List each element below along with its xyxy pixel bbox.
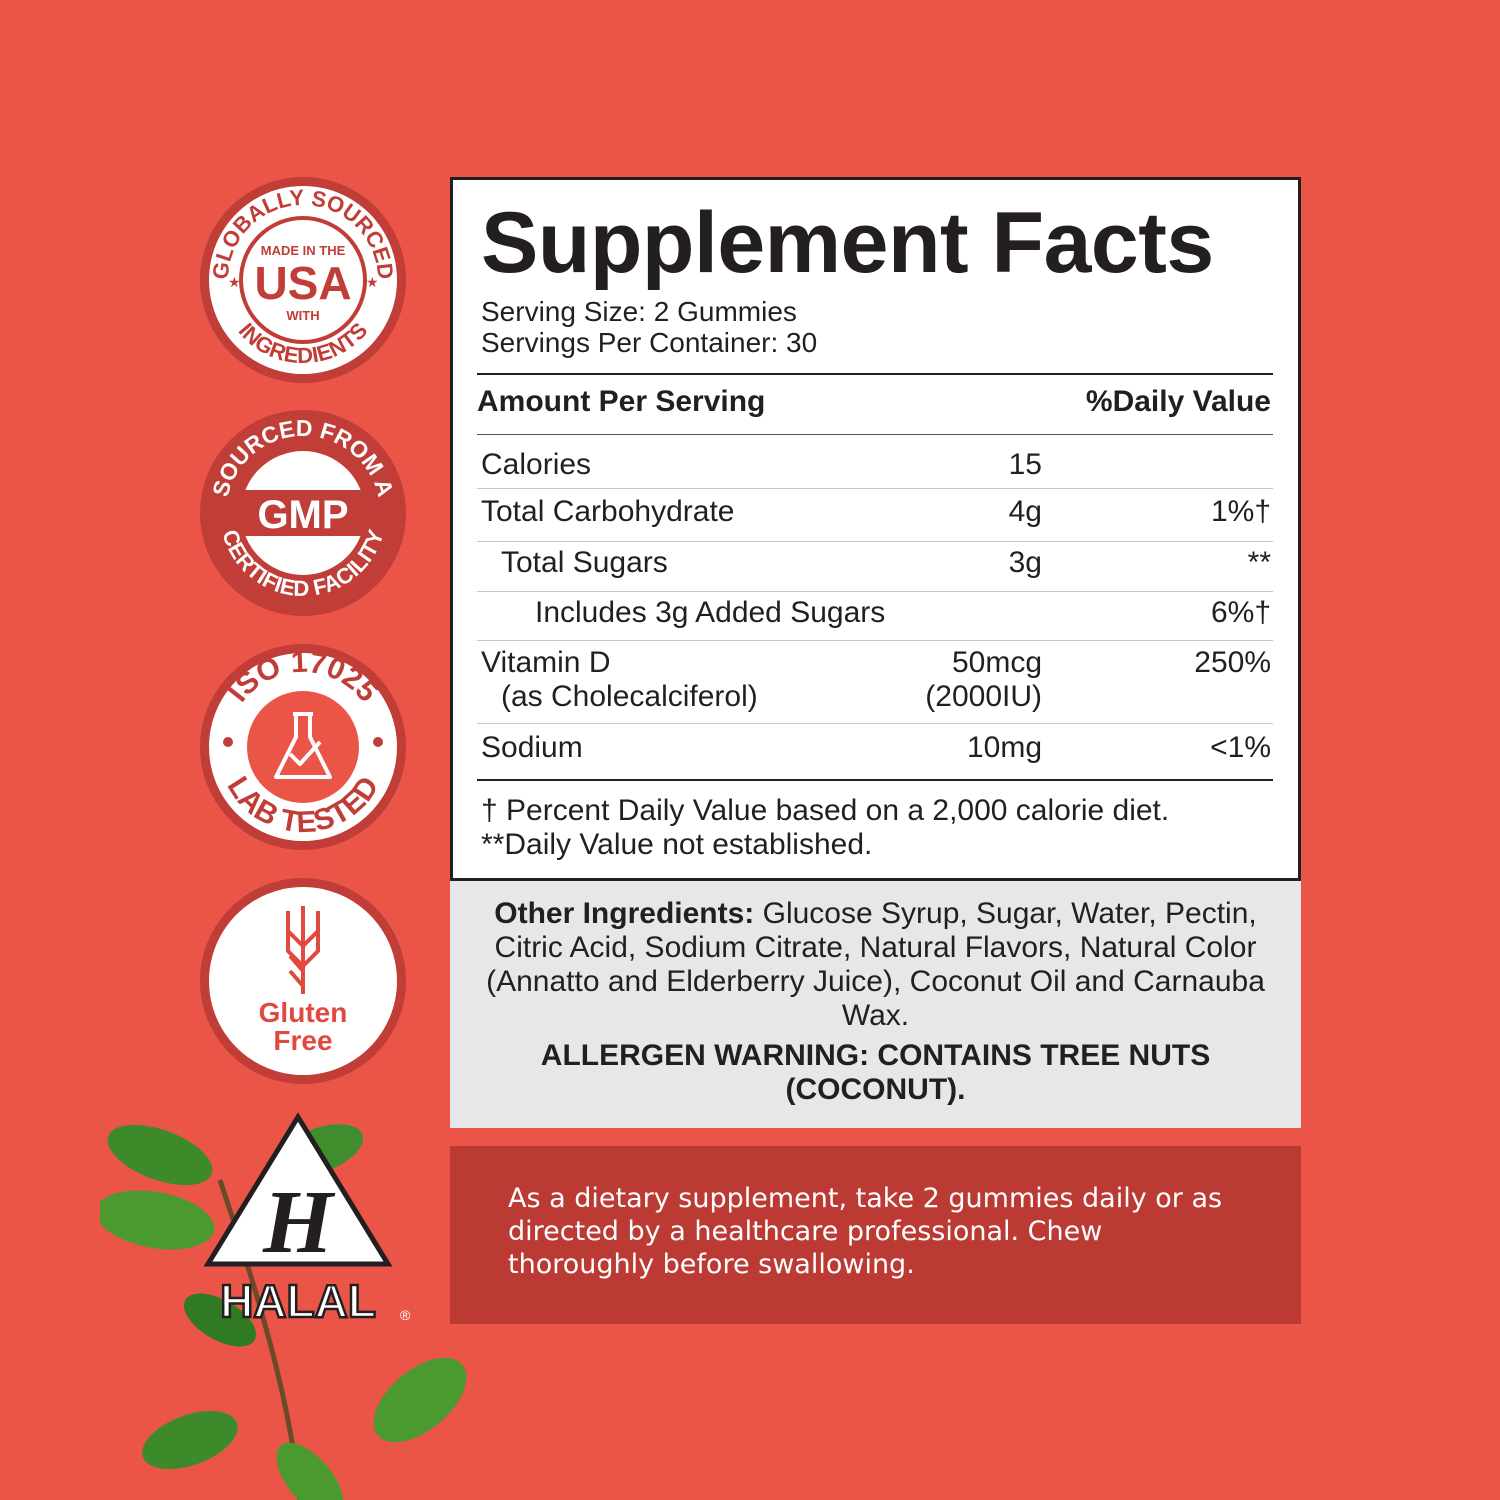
ingredients-label: Other Ingredients: (494, 897, 755, 930)
nutrient-amount: 50mcg (951, 646, 1042, 679)
footnote-dv: † Percent Daily Value based on a 2,000 c… (481, 794, 1170, 827)
facts-title: Supplement Facts (481, 195, 1214, 291)
other-ingredients-panel: Other Ingredients: Glucose Syrup, Sugar,… (450, 881, 1301, 1128)
flask-check-icon (274, 712, 332, 779)
footnote-not-established: **Daily Value not established. (481, 828, 873, 861)
svg-text:GMP: GMP (257, 493, 348, 537)
star-icon: ★ (228, 274, 241, 290)
halal-badge: H HALAL ® (203, 1112, 411, 1328)
svg-text:WITH: WITH (286, 308, 319, 323)
nutrient-amount: 10mg (966, 731, 1042, 764)
directions-panel: As a dietary supplement, take 2 gummies … (450, 1146, 1301, 1324)
svg-text:MADE IN THE: MADE IN THE (261, 243, 346, 258)
nutrient-dv: 250% (1194, 646, 1271, 679)
nutrient-name: Sodium (481, 731, 583, 764)
svg-text:Gluten: Gluten (259, 997, 348, 1028)
nutrient-amount: 3g (1008, 546, 1042, 579)
supplement-facts-panel: Supplement Facts Serving Size: 2 Gummies… (450, 177, 1301, 881)
serving-size: Serving Size: 2 Gummies (481, 296, 797, 327)
svg-text:HALAL: HALAL (220, 1275, 376, 1327)
nutrient-name: Vitamin D (481, 646, 611, 679)
nutrient-name: Calories (481, 448, 592, 481)
nutrient-subname: (as Cholecalciferol) (501, 680, 758, 713)
nutrient-name: Total Carbohydrate (481, 495, 735, 528)
nutrient-name: Total Sugars (501, 546, 668, 579)
svg-text:H: H (262, 1173, 336, 1272)
nutrient-dv: ** (1247, 546, 1271, 579)
nutrient-dv: 6%† (1210, 596, 1271, 629)
gluten-free-badge: Gluten Free (200, 878, 406, 1084)
svg-text:®: ® (400, 1307, 411, 1323)
ingredients-text: Glucose Syrup, Sugar, Water, Pectin, Cit… (486, 897, 1265, 1032)
iso-lab-tested-badge: ISO 17025 LAB TESTED (200, 644, 406, 850)
star-icon: ★ (366, 274, 379, 290)
gmp-badge: SOURCED FROM A CERTIFIED FACILITY GMP (200, 410, 406, 616)
wheat-icon (286, 906, 320, 994)
nutrient-amount-iu: (2000IU) (925, 680, 1042, 713)
nutrient-name: Includes 3g Added Sugars (535, 596, 886, 629)
amount-per-serving-header: Amount Per Serving (477, 385, 766, 418)
servings-per-container: Servings Per Container: 30 (481, 327, 818, 358)
allergen-warning: ALLERGEN WARNING: CONTAINS TREE NUTS (CO… (540, 1039, 1211, 1106)
nutrient-amount: 4g (1008, 495, 1042, 528)
made-in-usa-badge: GLOBALLY SOURCED INGREDIENTS MADE IN THE… (200, 177, 406, 383)
svg-text:Free: Free (273, 1025, 332, 1056)
daily-value-header: %Daily Value (1085, 385, 1271, 418)
leaves-image (100, 1124, 467, 1500)
nutrient-amount: 15 (1008, 448, 1042, 481)
nutrient-dv: <1% (1210, 731, 1271, 764)
nutrient-dv: 1%† (1210, 495, 1271, 528)
directions-text: As a dietary supplement, take 2 gummies … (508, 1183, 1223, 1280)
svg-text:USA: USA (254, 257, 351, 309)
